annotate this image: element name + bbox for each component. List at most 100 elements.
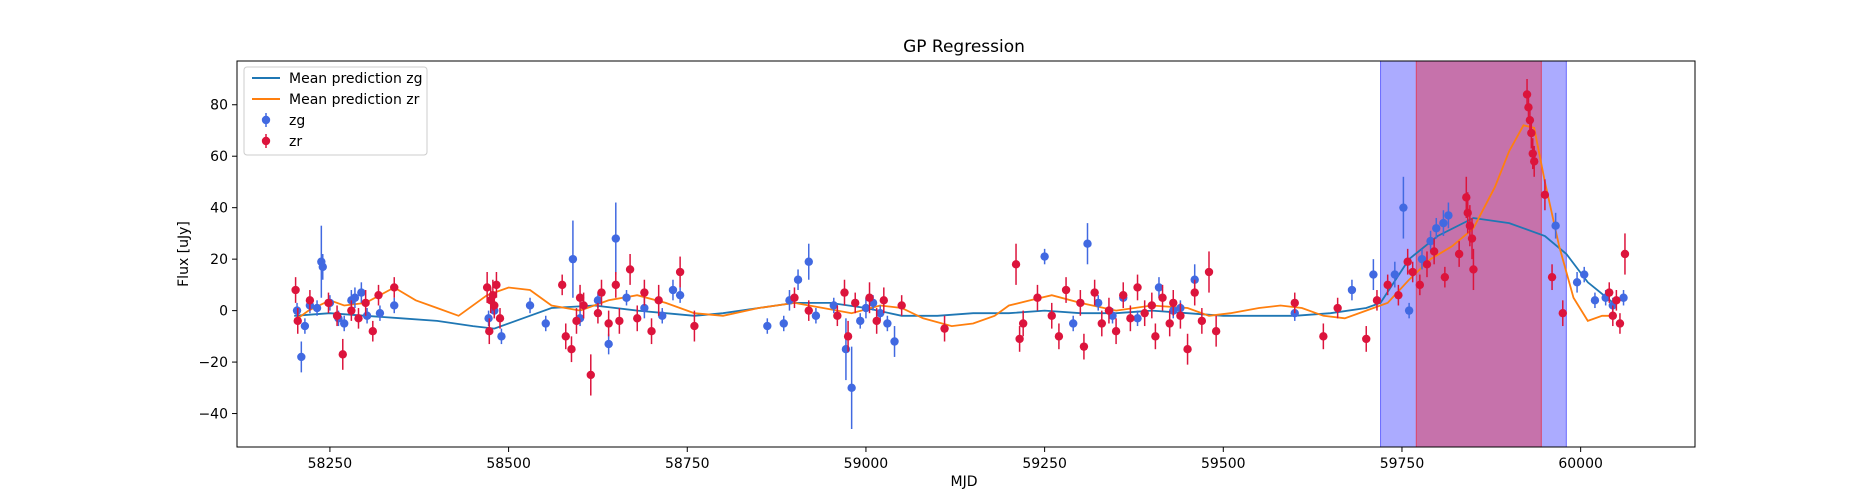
data-point (861, 303, 871, 313)
y-tick-label: 20 (210, 252, 228, 268)
data-point (557, 280, 567, 290)
data-point (1133, 283, 1142, 292)
data-point (1444, 211, 1453, 220)
data-point (1061, 285, 1071, 295)
data-point (872, 316, 881, 326)
x-axis: 58250 58500 58750 59000 59250 59500 59750 60000 (308, 447, 1603, 472)
data-point (568, 254, 578, 264)
data-point (1147, 301, 1157, 310)
data-point (300, 321, 310, 331)
data-point (586, 370, 595, 380)
data-point (1104, 306, 1114, 315)
data-point (495, 314, 505, 323)
data-point (841, 345, 851, 354)
data-point (484, 314, 493, 323)
legend-label: Mean prediction zg (289, 71, 423, 87)
data-point (390, 283, 399, 292)
data-point (1619, 293, 1628, 302)
data-point (790, 293, 799, 302)
data-point (840, 288, 849, 297)
data-point (843, 332, 853, 341)
data-point (1527, 128, 1536, 138)
data-point (1608, 311, 1618, 320)
data-point (1197, 316, 1207, 326)
data-point (390, 301, 399, 310)
data-point (1165, 319, 1174, 328)
data-point (497, 332, 506, 341)
data-point (1394, 290, 1403, 300)
data-point (804, 257, 813, 266)
data-point (1076, 298, 1085, 308)
data-point (374, 290, 383, 300)
data-point (1408, 267, 1417, 277)
data-point (525, 301, 535, 310)
data-point (1151, 332, 1160, 341)
x-tick-label: 59250 (1022, 456, 1067, 472)
x-tick-label: 59500 (1201, 456, 1246, 472)
data-point (793, 275, 803, 284)
data-point (897, 301, 906, 310)
data-point (1015, 334, 1024, 344)
data-point (1211, 327, 1221, 336)
x-tick-label: 58750 (665, 456, 710, 472)
legend-marker-swatch (261, 136, 271, 146)
data-point (1204, 267, 1214, 277)
data-point (332, 311, 342, 320)
data-point (1590, 296, 1600, 305)
data-point (1524, 103, 1533, 112)
data-point (324, 298, 333, 308)
data-point (865, 293, 874, 302)
data-point (1290, 298, 1299, 308)
data-point (1454, 249, 1464, 259)
data-point (1529, 157, 1539, 166)
chart-title: GP Regression (903, 37, 1025, 57)
data-point (1158, 293, 1167, 302)
data-point (1620, 249, 1630, 259)
data-point (604, 339, 613, 349)
data-point (876, 308, 885, 318)
data-point (350, 293, 360, 302)
data-point (690, 321, 699, 331)
data-point (1551, 221, 1560, 230)
data-point (1018, 319, 1028, 328)
data-point (1369, 270, 1378, 279)
legend-marker-swatch (261, 115, 271, 125)
y-tick-label: 80 (210, 98, 228, 114)
y-tick-label: 60 (210, 149, 228, 165)
data-point (1154, 283, 1164, 292)
y-axis-label: Flux [uJy] (176, 221, 192, 287)
data-point (640, 303, 649, 313)
data-point (1399, 203, 1408, 212)
data-point (593, 308, 603, 318)
data-point (361, 298, 370, 308)
data-point (579, 301, 588, 310)
data-point (318, 262, 327, 272)
data-point (668, 285, 678, 295)
data-point (305, 296, 315, 305)
data-point (1429, 247, 1439, 256)
x-tick-label: 59000 (844, 456, 889, 472)
data-point (883, 319, 892, 328)
data-point (1083, 239, 1092, 248)
data-point (338, 350, 347, 359)
data-point (1612, 296, 1621, 305)
data-point (615, 316, 624, 326)
data-point (482, 283, 492, 292)
data-point (1169, 298, 1178, 308)
y-tick-label: −20 (198, 355, 228, 371)
y-tick-label: 40 (210, 201, 228, 217)
data-point (779, 319, 788, 328)
data-point (763, 321, 772, 331)
data-point (1190, 288, 1199, 297)
data-point (1094, 298, 1103, 308)
data-point (1111, 327, 1121, 336)
data-point (1605, 288, 1614, 297)
shaded-regions (1380, 60, 1567, 448)
data-point (1580, 270, 1589, 279)
data-point (354, 314, 363, 323)
x-tick-label: 60000 (1558, 456, 1603, 472)
plot-clip-group (291, 79, 1630, 429)
data-point (490, 301, 499, 310)
x-tick-label: 58250 (308, 456, 353, 472)
